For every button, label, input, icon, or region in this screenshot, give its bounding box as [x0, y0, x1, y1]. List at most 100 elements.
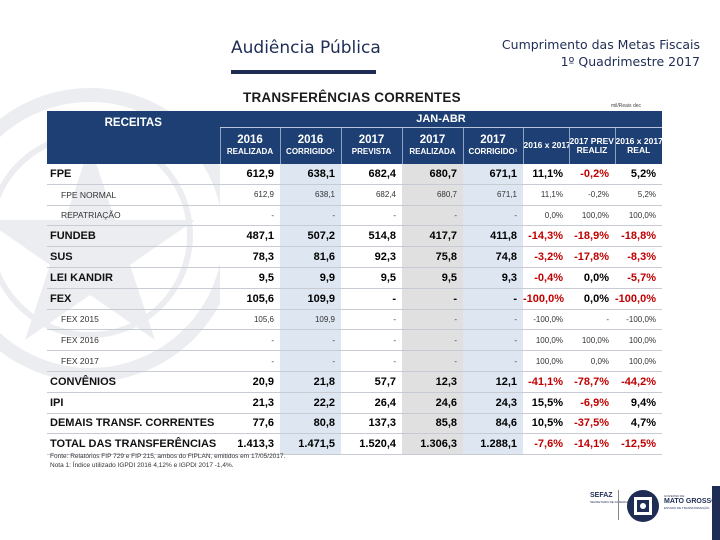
value-cell: 680,7 — [402, 164, 463, 185]
sefaz-logo: SEFAZ SECRETARIA DE FAZENDA — [590, 492, 628, 504]
percent-cell: 11,1% — [523, 184, 569, 206]
percent-cell: -44,2% — [615, 371, 662, 393]
value-cell: - — [402, 350, 463, 372]
value-cell: - — [280, 329, 341, 352]
value-cell: 507,2 — [280, 225, 341, 248]
table-row: TOTAL DAS TRANSFERÊNCIAS 1.413,3 1.471,5 1.… — [47, 433, 662, 456]
value-cell: 22,2 — [280, 392, 341, 414]
mt-logo-text: MATO GROSSO — [664, 498, 717, 505]
value-cell: 26,4 — [341, 392, 402, 414]
column-header-bottom: REALIZ — [576, 145, 608, 155]
percent-cell: 0,0% — [569, 267, 615, 289]
value-cell: 24,3 — [463, 392, 523, 414]
percent-cell: 15,5% — [523, 392, 569, 414]
value-cell: - — [220, 205, 280, 227]
value-cell: - — [341, 350, 402, 372]
percent-cell: -14,1% — [569, 433, 615, 456]
percent-cell: 100,0% — [569, 205, 615, 227]
column-header-bottom: CORRIGIDO¹ — [286, 147, 335, 156]
value-cell: 487,1 — [220, 225, 280, 248]
value-cell: - — [463, 329, 523, 352]
value-cell: - — [280, 205, 341, 227]
table-title: TRANSFERÊNCIAS CORRENTES — [243, 90, 461, 105]
row-label: FEX 2017 — [47, 350, 220, 372]
percent-cell: -17,8% — [569, 246, 615, 268]
percent-cell: -3,2% — [523, 246, 569, 268]
value-cell: - — [280, 350, 341, 372]
value-cell: - — [402, 205, 463, 227]
mt-logo-subtext: ESTADO DE TRANSFORMAÇÃO — [664, 506, 710, 510]
value-cell: 92,3 — [341, 246, 402, 268]
value-cell: 105,6 — [220, 288, 280, 310]
presentation-subtitle: Cumprimento das Metas Fiscais 1º Quadrim… — [502, 36, 700, 70]
value-cell: 109,9 — [280, 309, 341, 331]
percent-cell: 100,0% — [615, 350, 662, 372]
percent-cell: 9,4% — [615, 392, 662, 414]
subtitle-line-1: Cumprimento das Metas Fiscais — [501, 37, 700, 52]
percent-cell: -18,9% — [569, 225, 615, 248]
value-cell: 57,7 — [341, 371, 402, 393]
row-label: IPI — [47, 392, 220, 414]
column-header-top: 2017 — [480, 134, 506, 146]
title-underline — [231, 70, 376, 74]
value-cell: - — [463, 350, 523, 372]
value-cell: 20,9 — [220, 371, 280, 393]
footnote-index: Nota 1: Índice utilizado IGPDI 2016 4,12… — [50, 462, 234, 469]
value-cell: 1.306,3 — [402, 433, 463, 456]
percent-cell: 0,0% — [569, 288, 615, 310]
percent-cell: -0,4% — [523, 267, 569, 289]
state-emblem-icon — [627, 490, 659, 522]
column-header-bottom: REALIZADA — [409, 147, 456, 156]
percent-cell: - — [569, 309, 615, 331]
percent-cell: -18,8% — [615, 225, 662, 248]
row-label: FPE — [47, 164, 220, 185]
value-cell: 80,8 — [280, 413, 341, 435]
value-cell: - — [463, 205, 523, 227]
table-row: FUNDEB 487,1 507,2 514,8 417,7 411,8 -14,3% -18… — [47, 225, 662, 248]
value-cell: - — [341, 288, 402, 310]
column-header: 2016 CORRIGIDO¹ — [279, 127, 341, 164]
table-row: FPE NORMAL 612,9 638,1 682,4 680,7 671,1 11,1%… — [47, 184, 662, 206]
transfers-table: RECEITAS JAN-ABR 2016 REALIZADA 2016 CORRIG… — [47, 111, 662, 456]
percent-cell: -14,3% — [523, 225, 569, 248]
value-cell: 137,3 — [341, 413, 402, 435]
column-header-bottom: REAL — [627, 145, 651, 155]
percent-cell: -41,1% — [523, 371, 569, 393]
mato-grosso-logo: GOVERNO DE MATO GROSSO ESTADO DE TRANSFO… — [664, 494, 717, 510]
column-header: 2017 CORRIGIDO¹ — [462, 127, 523, 164]
percent-cell: 5,2% — [615, 184, 662, 206]
value-cell: 9,5 — [220, 267, 280, 289]
value-cell: 74,8 — [463, 246, 523, 268]
percent-cell: -6,9% — [569, 392, 615, 414]
logo-divider — [618, 490, 619, 520]
column-header-top: 2016 x 2017 — [523, 140, 569, 151]
value-cell: 78,3 — [220, 246, 280, 268]
row-label: FEX 2015 — [47, 309, 220, 331]
value-cell: 81,6 — [280, 246, 341, 268]
percent-cell: 0,0% — [523, 205, 569, 227]
value-cell: - — [402, 288, 463, 310]
column-header: 2017 PREVISTA — [340, 127, 402, 164]
column-header-bottom: CORRIGIDO¹ — [468, 147, 518, 156]
value-cell: - — [463, 309, 523, 331]
percent-cell: 10,5% — [523, 413, 569, 435]
row-label: SUS — [47, 246, 220, 268]
value-cell: 9,3 — [463, 267, 523, 289]
percent-cell: -100,0% — [615, 309, 662, 331]
value-cell: 75,8 — [402, 246, 463, 268]
value-cell: 21,3 — [220, 392, 280, 414]
percent-cell: -100,0% — [615, 288, 662, 310]
column-header: 2016 x 2017 — [522, 127, 569, 164]
column-header-top: 2017 PREV x — [569, 135, 615, 146]
table-row: FPE 612,9 638,1 682,4 680,7 671,1 11,1% -0,2% 5,… — [47, 164, 662, 185]
value-cell: - — [220, 350, 280, 372]
period-header: JAN-ABR — [220, 111, 662, 128]
sefaz-logo-subtext: SECRETARIA DE FAZENDA — [590, 500, 629, 504]
table-row: CONVÊNIOS 20,9 21,8 57,7 12,3 12,1 -41,1% -78,7… — [47, 371, 662, 393]
table-row: FEX 2015 105,6 109,9- - - -100,0% - -100,0% — [47, 309, 662, 331]
value-cell: - — [402, 329, 463, 352]
value-cell: - — [402, 309, 463, 331]
value-cell: 1.288,1 — [463, 433, 523, 456]
value-cell: 612,9 — [220, 184, 280, 206]
table-row: LEI KANDIR 9,5 9,9 9,5 9,5 9,3 -0,4% 0,0% -5,7% — [47, 267, 662, 289]
